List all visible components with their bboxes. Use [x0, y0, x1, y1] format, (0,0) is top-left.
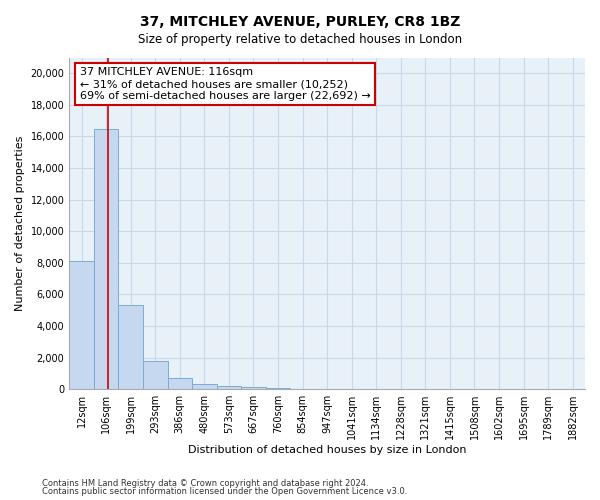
Text: 37, MITCHLEY AVENUE, PURLEY, CR8 1BZ: 37, MITCHLEY AVENUE, PURLEY, CR8 1BZ — [140, 15, 460, 29]
Text: Contains HM Land Registry data © Crown copyright and database right 2024.: Contains HM Land Registry data © Crown c… — [42, 478, 368, 488]
Bar — [217, 386, 241, 389]
Bar — [69, 261, 94, 389]
Text: Size of property relative to detached houses in London: Size of property relative to detached ho… — [138, 32, 462, 46]
Bar — [94, 128, 118, 389]
Bar — [192, 384, 217, 389]
Text: 37 MITCHLEY AVENUE: 116sqm
← 31% of detached houses are smaller (10,252)
69% of : 37 MITCHLEY AVENUE: 116sqm ← 31% of deta… — [80, 68, 370, 100]
Y-axis label: Number of detached properties: Number of detached properties — [15, 136, 25, 311]
Bar — [143, 360, 167, 389]
Bar — [266, 388, 290, 389]
Text: Contains public sector information licensed under the Open Government Licence v3: Contains public sector information licen… — [42, 487, 407, 496]
Bar — [167, 378, 192, 389]
Bar — [241, 386, 266, 389]
Bar — [118, 306, 143, 389]
X-axis label: Distribution of detached houses by size in London: Distribution of detached houses by size … — [188, 445, 466, 455]
